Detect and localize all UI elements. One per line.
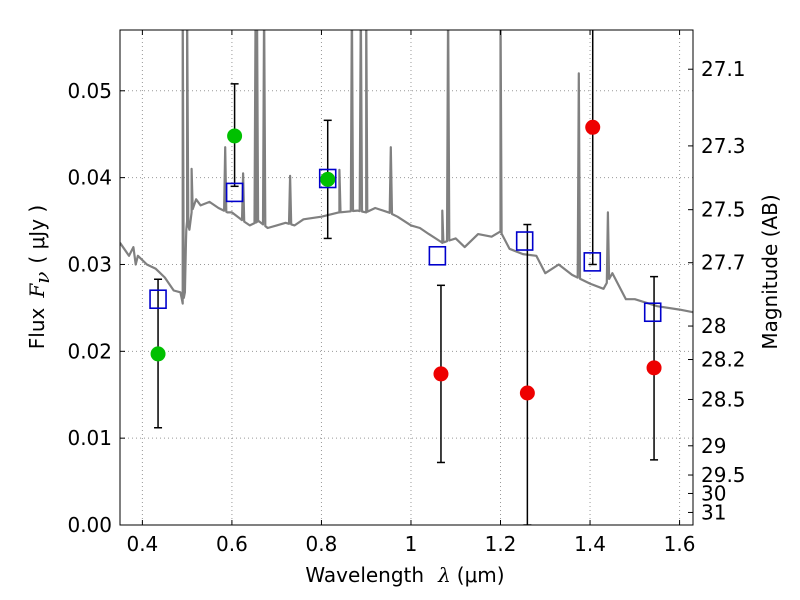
mag-tick-label: 28.5: [701, 387, 746, 411]
model-band-marker: [515, 231, 534, 251]
grid: [120, 30, 693, 526]
mag-tick-label: 28.2: [701, 348, 746, 372]
y2-axis-label: Magnitude (AB): [758, 194, 782, 349]
mag-tick-label: 28: [701, 314, 726, 338]
plot-background: [120, 30, 693, 525]
mag-tick-label: 30: [701, 481, 726, 505]
x-tick-label: 1.4: [574, 532, 606, 556]
mag-tick-label: 29.5: [701, 463, 746, 487]
model-band-marker: [643, 302, 662, 323]
model-band-marker: [318, 168, 337, 189]
mag-tick-label: 31: [701, 500, 726, 524]
mag-tick-label: 27.5: [701, 198, 746, 222]
nondetection-point: [519, 385, 535, 401]
y-tick-label: 0.01: [67, 426, 112, 450]
nondetection-point: [585, 119, 601, 135]
x-axis-label: Wavelength λ (μm): [305, 563, 504, 587]
detection-point: [320, 171, 336, 187]
x-tick-label: 1.2: [485, 532, 517, 556]
nondetection-point: [646, 360, 662, 376]
model-band-marker: [428, 245, 447, 266]
axis-ticks: 0.4 0.6 0.8 1 1.2 1.4 1.6 0.00 0.01 0.02 0.03 0.04 0…: [67, 30, 746, 556]
x-tick-label: 0.8: [306, 532, 338, 556]
nondetection-point: [433, 366, 449, 382]
mag-tick-label: 27.7: [701, 251, 746, 275]
x-tick-label: 0.6: [216, 532, 248, 556]
model-band-marker: [225, 182, 244, 203]
model-spectrum: [120, 30, 693, 314]
mag-tick-label: 27.3: [701, 134, 746, 158]
mag-tick-label: 27.1: [701, 57, 746, 81]
y-tick-label: 0.04: [67, 166, 112, 190]
x-tick-label: 0.4: [126, 532, 158, 556]
model-band-marker: [583, 252, 602, 272]
y-axis-label: FluxFν( μJy ): [25, 205, 54, 349]
mag-tick-label: 29: [701, 434, 726, 458]
y-tick-label: 0.02: [67, 339, 112, 363]
model-band-marker: [149, 289, 167, 310]
x-tick-label: 1.6: [664, 532, 696, 556]
detection-point: [227, 128, 243, 144]
x-tick-label: 1: [405, 532, 418, 556]
y-tick-label: 0.03: [67, 252, 112, 276]
detection-point: [150, 346, 166, 362]
data-points: [149, 119, 662, 401]
plot-frame: [119, 29, 694, 526]
y-tick-label: 0.00: [67, 513, 112, 537]
model-spectrum-line: [120, 30, 693, 314]
y-tick-label: 0.05: [67, 79, 112, 103]
